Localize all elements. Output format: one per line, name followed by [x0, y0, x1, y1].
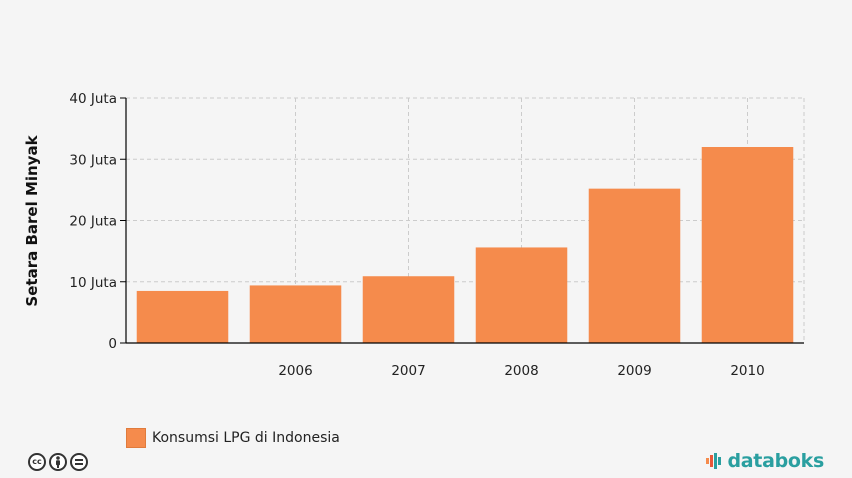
bar-2006[interactable] — [249, 285, 342, 343]
bar-2009[interactable] — [588, 188, 681, 343]
databoks-logo-icon — [706, 453, 722, 469]
y-axis-title: Setara Barel Minyak — [23, 134, 41, 306]
y-tick-label: 10 Juta — [69, 275, 117, 291]
attribution-icon[interactable] — [49, 453, 67, 471]
x-tick-label: 2006 — [278, 363, 312, 379]
y-tick-label: 30 Juta — [69, 152, 117, 168]
y-tick-label: 20 Juta — [69, 214, 117, 230]
y-tick-label: 0 — [108, 336, 117, 352]
x-tick-label: 2007 — [391, 363, 425, 379]
bar-2010[interactable] — [701, 147, 794, 343]
legend-swatch — [126, 428, 146, 448]
brand-name: databoks — [727, 450, 824, 472]
x-tick-label: 2009 — [617, 363, 651, 379]
bar-2005[interactable] — [136, 290, 229, 343]
bar-2008[interactable] — [475, 247, 568, 343]
x-tick-labels: 2006 2007 2008 2009 2010 — [278, 363, 764, 379]
y-tick-labels: 0 10 Juta 20 Juta 30 Juta 40 Juta — [69, 91, 117, 352]
axes — [120, 97, 804, 344]
x-tick-label: 2008 — [504, 363, 538, 379]
no-derivatives-icon[interactable] — [70, 453, 88, 471]
legend-label: Konsumsi LPG di Indonesia — [152, 430, 340, 446]
legend[interactable]: Konsumsi LPG di Indonesia — [126, 428, 340, 448]
x-tick-label: 2010 — [730, 363, 764, 379]
brand-logo[interactable]: databoks — [705, 450, 824, 472]
y-tick-label: 40 Juta — [69, 91, 117, 107]
bars-group — [136, 147, 794, 343]
license-icons[interactable]: cc — [28, 453, 88, 471]
creative-commons-icon[interactable]: cc — [28, 453, 46, 471]
bar-2007[interactable] — [362, 276, 455, 343]
